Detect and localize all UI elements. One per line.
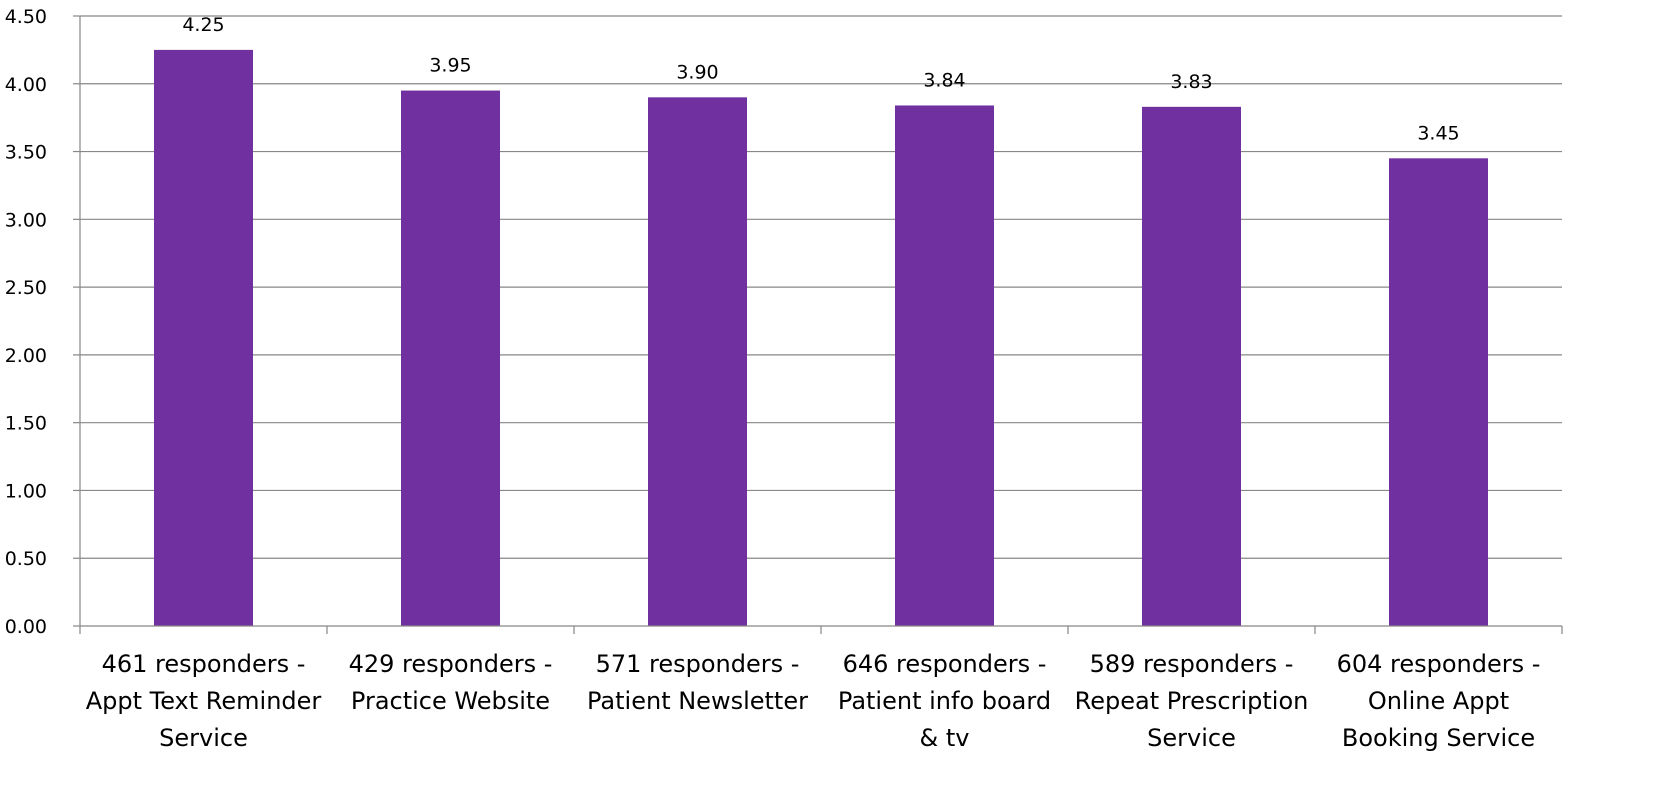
y-tick-label: 2.50 bbox=[5, 277, 47, 299]
bar bbox=[1389, 158, 1488, 627]
y-axis-tick-labels: 0.00 0.50 1.00 1.50 2.00 2.50 3.00 3.50 4.00 4.50 bbox=[5, 6, 47, 638]
category-label-line: 646 responders - bbox=[843, 650, 1047, 678]
data-label: 3.84 bbox=[923, 69, 965, 91]
bar bbox=[648, 97, 747, 627]
data-label: 3.90 bbox=[676, 61, 718, 83]
y-tick-label: 0.00 bbox=[5, 616, 47, 638]
category-label-line: 461 responders - bbox=[102, 650, 306, 678]
y-tick-label: 4.50 bbox=[5, 6, 47, 28]
bar bbox=[401, 90, 500, 627]
data-labels: 4.25 3.95 3.90 3.84 3.83 3.45 bbox=[182, 14, 1459, 144]
category-label: 604 responders - Online Appt Booking Servi… bbox=[1337, 650, 1541, 752]
category-label-line: Repeat Prescription bbox=[1075, 687, 1309, 715]
category-label-line: Online Appt bbox=[1368, 687, 1509, 715]
axes bbox=[73, 15, 1563, 634]
category-label-line: Practice Website bbox=[351, 687, 550, 715]
y-tick-label: 1.00 bbox=[5, 480, 47, 502]
category-label-line: Service bbox=[1147, 724, 1236, 752]
category-label-line: Appt Text Reminder bbox=[86, 687, 322, 715]
data-label: 4.25 bbox=[182, 14, 224, 36]
y-tick-label: 1.50 bbox=[5, 413, 47, 435]
data-label: 3.83 bbox=[1170, 71, 1212, 93]
x-axis-category-labels: 461 responders - Appt Text Reminder Servic… bbox=[86, 650, 1541, 752]
category-label: 571 responders - Patient Newsletter bbox=[587, 650, 808, 715]
data-label: 3.45 bbox=[1417, 122, 1459, 144]
bar bbox=[895, 105, 994, 626]
y-tick-label: 3.00 bbox=[5, 209, 47, 231]
category-label-line: 571 responders - bbox=[596, 650, 800, 678]
category-label: 646 responders - Patient info board & tv bbox=[838, 650, 1051, 752]
category-label-line: & tv bbox=[920, 724, 970, 752]
gridlines bbox=[80, 15, 1562, 559]
category-label-line: Patient Newsletter bbox=[587, 687, 808, 715]
category-label: 589 responders - Repeat Prescription Servi… bbox=[1075, 650, 1309, 752]
bar bbox=[1142, 106, 1241, 627]
y-tick-label: 4.00 bbox=[5, 74, 47, 96]
category-label-line: Patient info board bbox=[838, 687, 1051, 715]
category-label-line: 589 responders - bbox=[1090, 650, 1294, 678]
bars bbox=[154, 49, 1488, 627]
category-label-line: 604 responders - bbox=[1337, 650, 1541, 678]
category-label-line: Booking Service bbox=[1342, 724, 1535, 752]
category-label: 429 responders - Practice Website bbox=[349, 650, 553, 715]
bar bbox=[154, 49, 253, 626]
y-tick-label: 3.50 bbox=[5, 142, 47, 164]
category-label: 461 responders - Appt Text Reminder Servic… bbox=[86, 650, 322, 752]
y-tick-label: 0.50 bbox=[5, 548, 47, 570]
data-label: 3.95 bbox=[429, 55, 471, 77]
category-label-line: 429 responders - bbox=[349, 650, 553, 678]
category-label-line: Service bbox=[159, 724, 248, 752]
y-tick-label: 2.00 bbox=[5, 345, 47, 367]
